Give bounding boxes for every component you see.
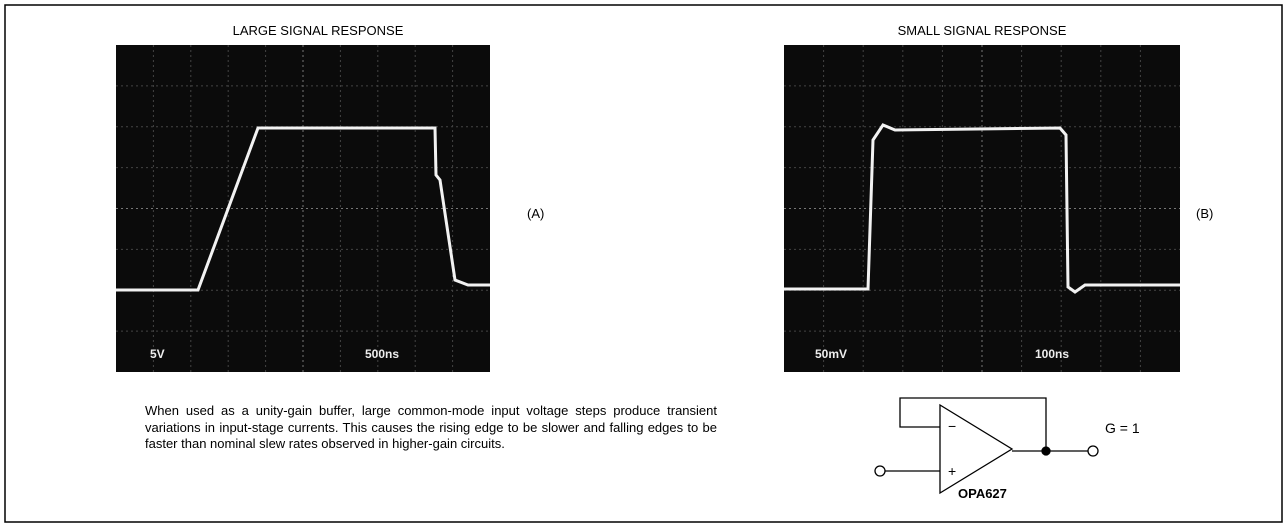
feedback-wire bbox=[899, 397, 1047, 451]
figure-b-title: SMALL SIGNAL RESPONSE bbox=[898, 23, 1067, 38]
input-terminal bbox=[874, 465, 886, 477]
scale-time: 500ns bbox=[365, 347, 399, 361]
trace bbox=[116, 126, 490, 292]
inverting-input: − bbox=[948, 418, 956, 434]
figure-a-label: (A) bbox=[527, 206, 544, 221]
trace bbox=[784, 123, 1180, 294]
scope-b: 50mV 100ns bbox=[784, 45, 1180, 372]
scope-a: 5V 500ns bbox=[116, 45, 490, 372]
junction bbox=[1041, 446, 1051, 456]
part-label: OPA627 bbox=[958, 486, 1007, 501]
figure-a-title: LARGE SIGNAL RESPONSE bbox=[233, 23, 404, 38]
op-amp-circuit bbox=[874, 397, 1099, 495]
frame bbox=[4, 4, 1283, 523]
caption: When used as a unity-gain buffer, large … bbox=[145, 403, 717, 451]
scale-volts: 50mV bbox=[815, 347, 847, 361]
scale-volts: 5V bbox=[150, 347, 165, 361]
gain-label: G = 1 bbox=[1105, 420, 1140, 436]
output-terminal bbox=[1087, 445, 1099, 457]
scale-time: 100ns bbox=[1035, 347, 1069, 361]
figure-b-label: (B) bbox=[1196, 206, 1213, 221]
noninverting-input: + bbox=[948, 463, 956, 479]
op-amp bbox=[939, 403, 1014, 495]
